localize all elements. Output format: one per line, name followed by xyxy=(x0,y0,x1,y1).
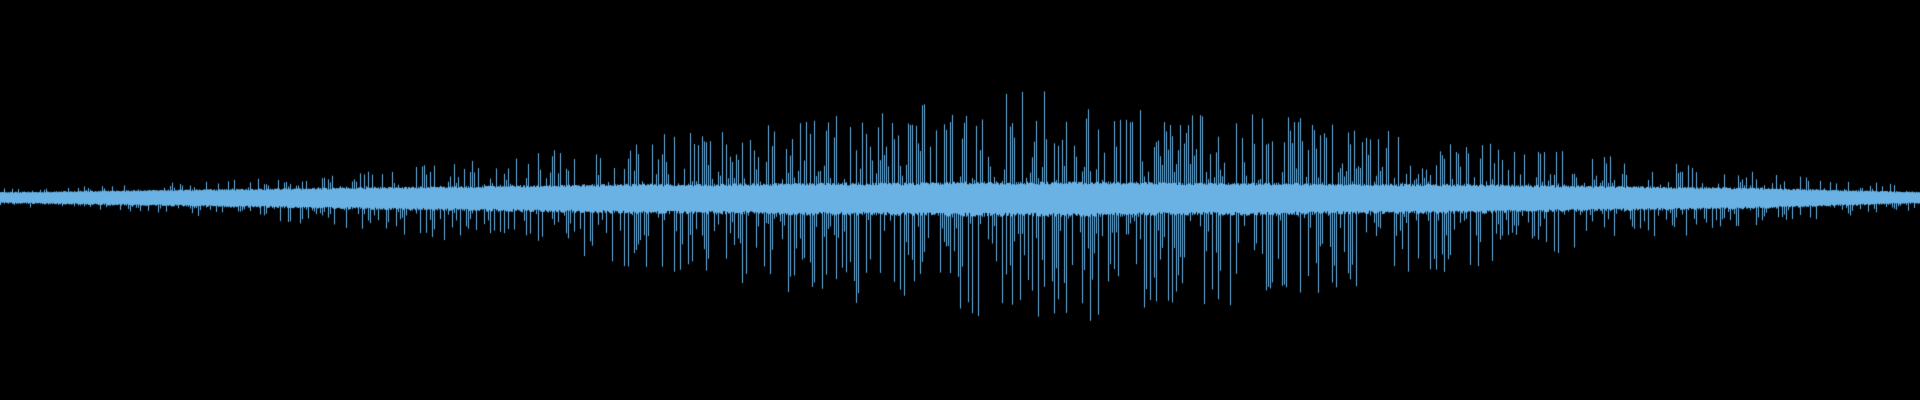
audio-waveform-canvas[interactable] xyxy=(0,0,1920,400)
waveform-viewer[interactable] xyxy=(0,0,1920,400)
